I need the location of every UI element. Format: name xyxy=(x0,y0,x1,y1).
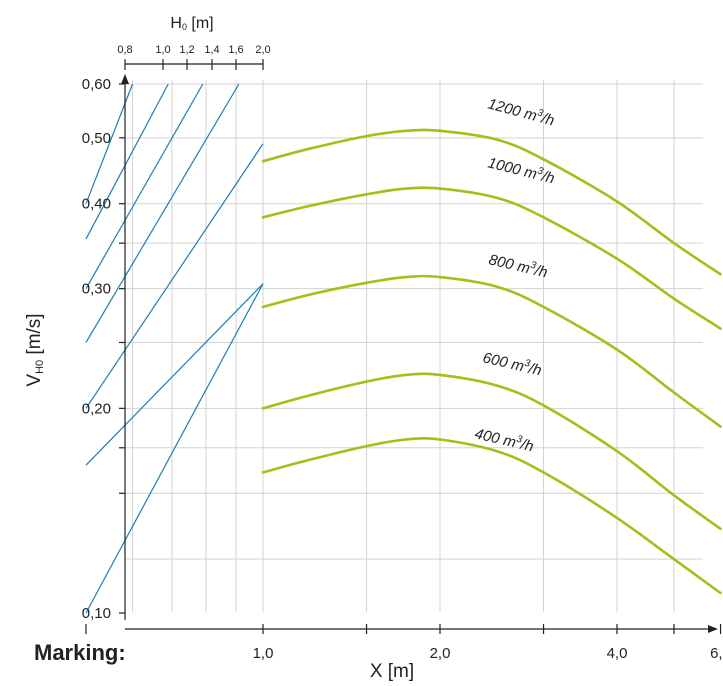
x-tick-label: 4,0 xyxy=(607,645,628,662)
series-label: 600 m3/h xyxy=(481,348,543,379)
guide-lines xyxy=(85,83,264,614)
series-line xyxy=(261,128,722,276)
y-tick-label: 0,60 xyxy=(82,76,111,93)
top-tick-label: 1,2 xyxy=(179,44,194,56)
series-line xyxy=(261,437,722,595)
y-tick-label: 0,30 xyxy=(82,281,111,298)
top-tick-label: 1,0 xyxy=(155,44,170,56)
top-tick-label: 1,6 xyxy=(228,44,243,56)
guide-line xyxy=(85,83,204,289)
series-label: 1000 m3/h xyxy=(486,153,556,187)
y-tick-label: 0,50 xyxy=(82,130,111,147)
top-tick-label: 2,0 xyxy=(255,44,270,56)
x-axis-title: X [m] xyxy=(370,661,414,682)
y-axis-title: VH0 [m/s] xyxy=(24,313,46,386)
x-axis-arrow xyxy=(708,625,718,633)
guide-line xyxy=(85,283,264,614)
grid-lines xyxy=(125,80,703,612)
guide-line xyxy=(85,143,264,409)
top-tick-label: 0,8 xyxy=(117,44,132,56)
guide-line xyxy=(85,83,240,343)
series-label: 1200 m3/h xyxy=(486,94,556,129)
y-tick-label: 0,20 xyxy=(82,400,111,417)
series-line xyxy=(261,274,722,428)
series-label: 400 m3/h xyxy=(473,424,535,455)
y-tick-label: 0,10 xyxy=(82,605,111,622)
y-axis-arrow xyxy=(121,74,129,84)
guide-line xyxy=(85,83,169,240)
axes: 0,10 0,20 0,30 0,40 0,50 0,60 VH0 [m/s] 1,0 2,0 4… xyxy=(24,15,723,682)
top-tick-label: 1,4 xyxy=(204,44,219,56)
marking-label: Marking: xyxy=(34,640,126,665)
series-line xyxy=(261,372,722,531)
top-axis-title: H0 [m] xyxy=(170,15,213,32)
series-line xyxy=(261,186,722,330)
x-tick-label: 1,0 xyxy=(253,645,274,662)
guide-line xyxy=(85,283,264,466)
y-tick-label: 0,40 xyxy=(82,196,111,213)
flow-curves xyxy=(261,128,722,595)
x-tick-label: 2,0 xyxy=(430,645,451,662)
series-label: 800 m3/h xyxy=(487,250,549,281)
x-tick-label: 6,0 xyxy=(710,645,723,662)
